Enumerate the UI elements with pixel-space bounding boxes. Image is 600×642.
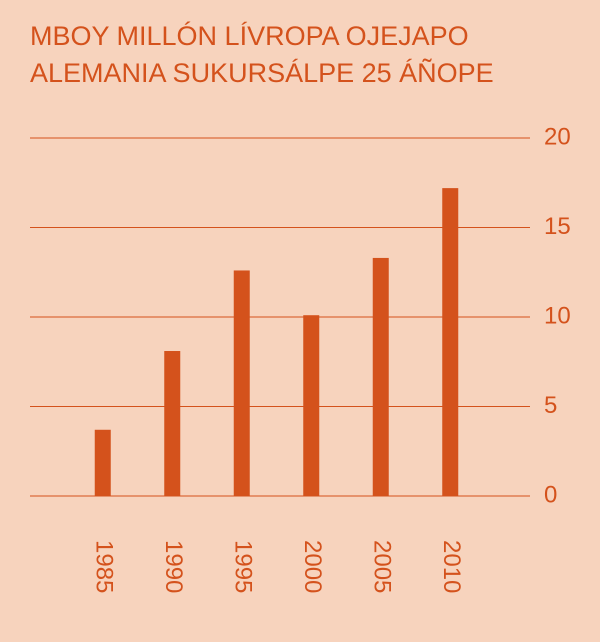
- x-tick-label: 2010: [438, 540, 465, 593]
- x-tick-label: 2000: [299, 540, 326, 593]
- x-tick-label: 1995: [229, 540, 256, 593]
- chart-title: ALEMANIA SUKURSÁLPE 25 ÁÑOPE: [30, 57, 494, 88]
- y-tick-label: 15: [544, 213, 571, 240]
- bar: [94, 429, 111, 496]
- bar: [442, 188, 459, 496]
- bar: [303, 315, 320, 496]
- y-tick-label: 5: [544, 392, 557, 419]
- y-tick-label: 20: [544, 123, 571, 150]
- y-tick-label: 0: [544, 481, 557, 508]
- bar: [164, 351, 181, 496]
- x-tick-label: 2005: [368, 540, 395, 593]
- y-tick-label: 10: [544, 302, 571, 329]
- bar: [372, 257, 389, 496]
- x-tick-label: 1990: [160, 540, 187, 593]
- chart-title: MBOY MILLÓN LÍVROPA OJEJAPO: [30, 20, 469, 51]
- x-tick-label: 1985: [90, 540, 117, 593]
- bar: [233, 270, 250, 496]
